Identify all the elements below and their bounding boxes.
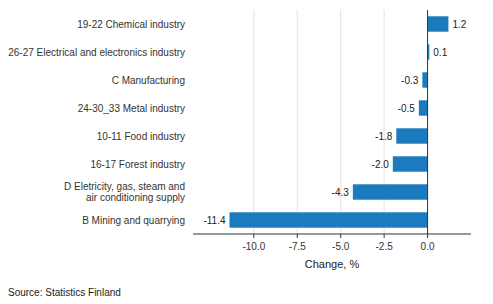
x-tick — [384, 234, 385, 238]
data-label: 0.1 — [433, 47, 447, 58]
category-label-line: B Mining and quarrying — [82, 215, 185, 226]
category-label-line: C Manufacturing — [112, 75, 185, 86]
y-tick-labels: B Mining and quarrying D Eletricity, gas,… — [8, 19, 185, 226]
chart-container: -11.4 -4.3 -2.0 -1.8 -0.5 -0.3 0.1 1.2 B Mining … — [0, 0, 493, 304]
zero-line — [427, 10, 428, 234]
x-tick-label: -2.5 — [376, 241, 394, 252]
bar — [428, 16, 449, 31]
category-label: 26-27 Electrical and electronics industr… — [8, 47, 185, 58]
x-tick — [253, 234, 254, 238]
category-label-line: air conditioning supply — [86, 192, 185, 203]
category-label-line: 16-17 Forest industry — [91, 159, 186, 170]
x-axis-label: Change, % — [305, 258, 360, 270]
category-label-line: 24-30_33 Metal industry — [78, 103, 185, 114]
data-label: -2.0 — [372, 159, 390, 170]
category-label: 16-17 Forest industry — [91, 159, 186, 170]
category-label-line: 10-11 Food industry — [97, 131, 185, 142]
annotation: Source: Statistics Finland — [8, 287, 121, 298]
category-label: 10-11 Food industry — [97, 131, 185, 142]
bar — [229, 212, 427, 227]
data-label: -1.8 — [375, 131, 393, 142]
x-tick — [427, 234, 428, 238]
bar — [422, 72, 427, 87]
x-tick-label: -10.0 — [242, 241, 265, 252]
category-label-line: 26-27 Electrical and electronics industr… — [8, 47, 185, 58]
grid-line — [427, 10, 428, 234]
category-label: 19-22 Chemical industry — [77, 19, 185, 30]
data-labels: -11.4 -4.3 -2.0 -1.8 -0.5 -0.3 0.1 1.2 — [203, 19, 466, 226]
grid-line — [253, 10, 254, 234]
x-tick-label: 0.0 — [421, 241, 435, 252]
grid-line — [297, 10, 298, 234]
bar — [396, 128, 427, 143]
data-label: -0.3 — [401, 75, 419, 86]
x-ticks: -10.0 -7.5 -5.0 -2.5 0.0 — [242, 234, 435, 252]
data-label: 1.2 — [452, 19, 466, 30]
x-tick — [340, 234, 341, 238]
chart-svg: -11.4 -4.3 -2.0 -1.8 -0.5 -0.3 0.1 1.2 B Mining … — [0, 0, 493, 304]
x-axis-line — [193, 234, 471, 235]
grid-line — [384, 10, 385, 234]
x-tick-label: -5.0 — [332, 241, 350, 252]
bar — [419, 100, 428, 115]
bar — [393, 156, 428, 171]
x-tick — [297, 234, 298, 238]
x-tick-label: -7.5 — [289, 241, 307, 252]
category-label: B Mining and quarrying — [82, 215, 185, 226]
grid — [254, 10, 428, 234]
category-label: D Eletricity, gas, steam andair conditio… — [64, 181, 185, 204]
data-label: -4.3 — [332, 187, 350, 198]
category-label: C Manufacturing — [112, 75, 185, 86]
data-label: -11.4 — [203, 215, 225, 226]
category-label: 24-30_33 Metal industry — [78, 103, 185, 114]
bars — [229, 16, 448, 227]
grid-line — [340, 10, 341, 234]
bar — [353, 184, 428, 199]
category-label-line: D Eletricity, gas, steam and — [64, 181, 185, 192]
data-label: -0.5 — [398, 103, 416, 114]
category-label-line: 19-22 Chemical industry — [77, 19, 185, 30]
